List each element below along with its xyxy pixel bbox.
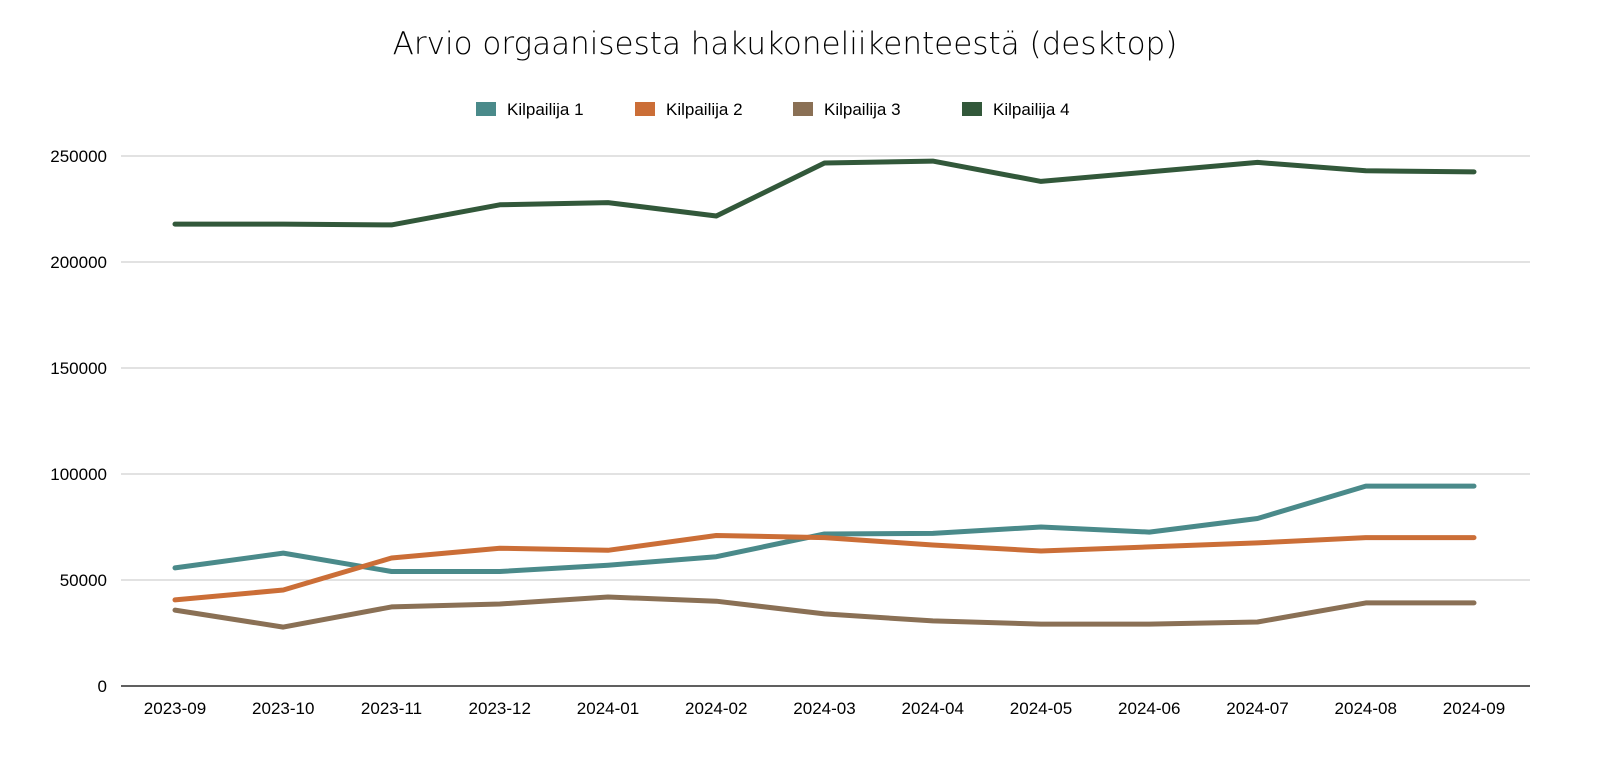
x-tick-label: 2023-10: [252, 699, 314, 718]
x-tick-label: 2024-05: [1010, 699, 1072, 718]
x-tick-label: 2023-09: [144, 699, 206, 718]
x-tick-label: 2023-11: [361, 699, 422, 718]
series-line-4: [172, 158, 1477, 228]
y-axis: 0 50000 100000 150000 200000 250000: [50, 147, 107, 696]
series-line-2: [172, 533, 1477, 603]
y-tick-label: 250000: [50, 147, 107, 166]
y-tick-label: 0: [98, 677, 107, 696]
y-tick-label: 150000: [50, 359, 107, 378]
legend-item-4: Kilpailija 4: [962, 100, 1070, 119]
series-lines: [172, 158, 1477, 630]
series-line-3: [172, 594, 1477, 630]
x-tick-label: 2024-08: [1335, 699, 1397, 718]
x-tick-label: 2024-07: [1226, 699, 1288, 718]
legend-label: Kilpailija 4: [993, 100, 1070, 119]
legend-swatch: [635, 102, 655, 116]
x-tick-label: 2024-09: [1443, 699, 1505, 718]
x-axis: 2023-09 2023-10 2023-11 2023-12 2024-01 2024-…: [121, 685, 1530, 718]
legend-swatch: [962, 102, 982, 116]
x-tick-label: 2023-12: [469, 699, 531, 718]
y-tick-label: 200000: [50, 253, 107, 272]
legend-item-1: Kilpailija 1: [476, 100, 584, 119]
grid: [121, 155, 1530, 581]
x-tick-label: 2024-01: [577, 699, 639, 718]
legend-swatch: [476, 102, 496, 116]
series-line-1: [172, 483, 1477, 574]
legend-label: Kilpailija 1: [507, 100, 584, 119]
legend-item-3: Kilpailija 3: [793, 100, 901, 119]
x-tick-label: 2024-06: [1118, 699, 1180, 718]
legend-label: Kilpailija 2: [666, 100, 743, 119]
y-tick-label: 50000: [60, 571, 107, 590]
x-tick-label: 2024-02: [685, 699, 747, 718]
x-tick-label: 2024-04: [902, 699, 964, 718]
legend: Kilpailija 1 Kilpailija 2 Kilpailija 3 Kilp…: [476, 100, 1070, 119]
legend-label: Kilpailija 3: [824, 100, 901, 119]
legend-swatch: [793, 102, 813, 116]
chart-title: Arvio orgaanisesta hakukoneliikenteestä …: [393, 26, 1178, 62]
y-tick-label: 100000: [50, 465, 107, 484]
x-tick-label: 2024-03: [793, 699, 855, 718]
legend-item-2: Kilpailija 2: [635, 100, 743, 119]
